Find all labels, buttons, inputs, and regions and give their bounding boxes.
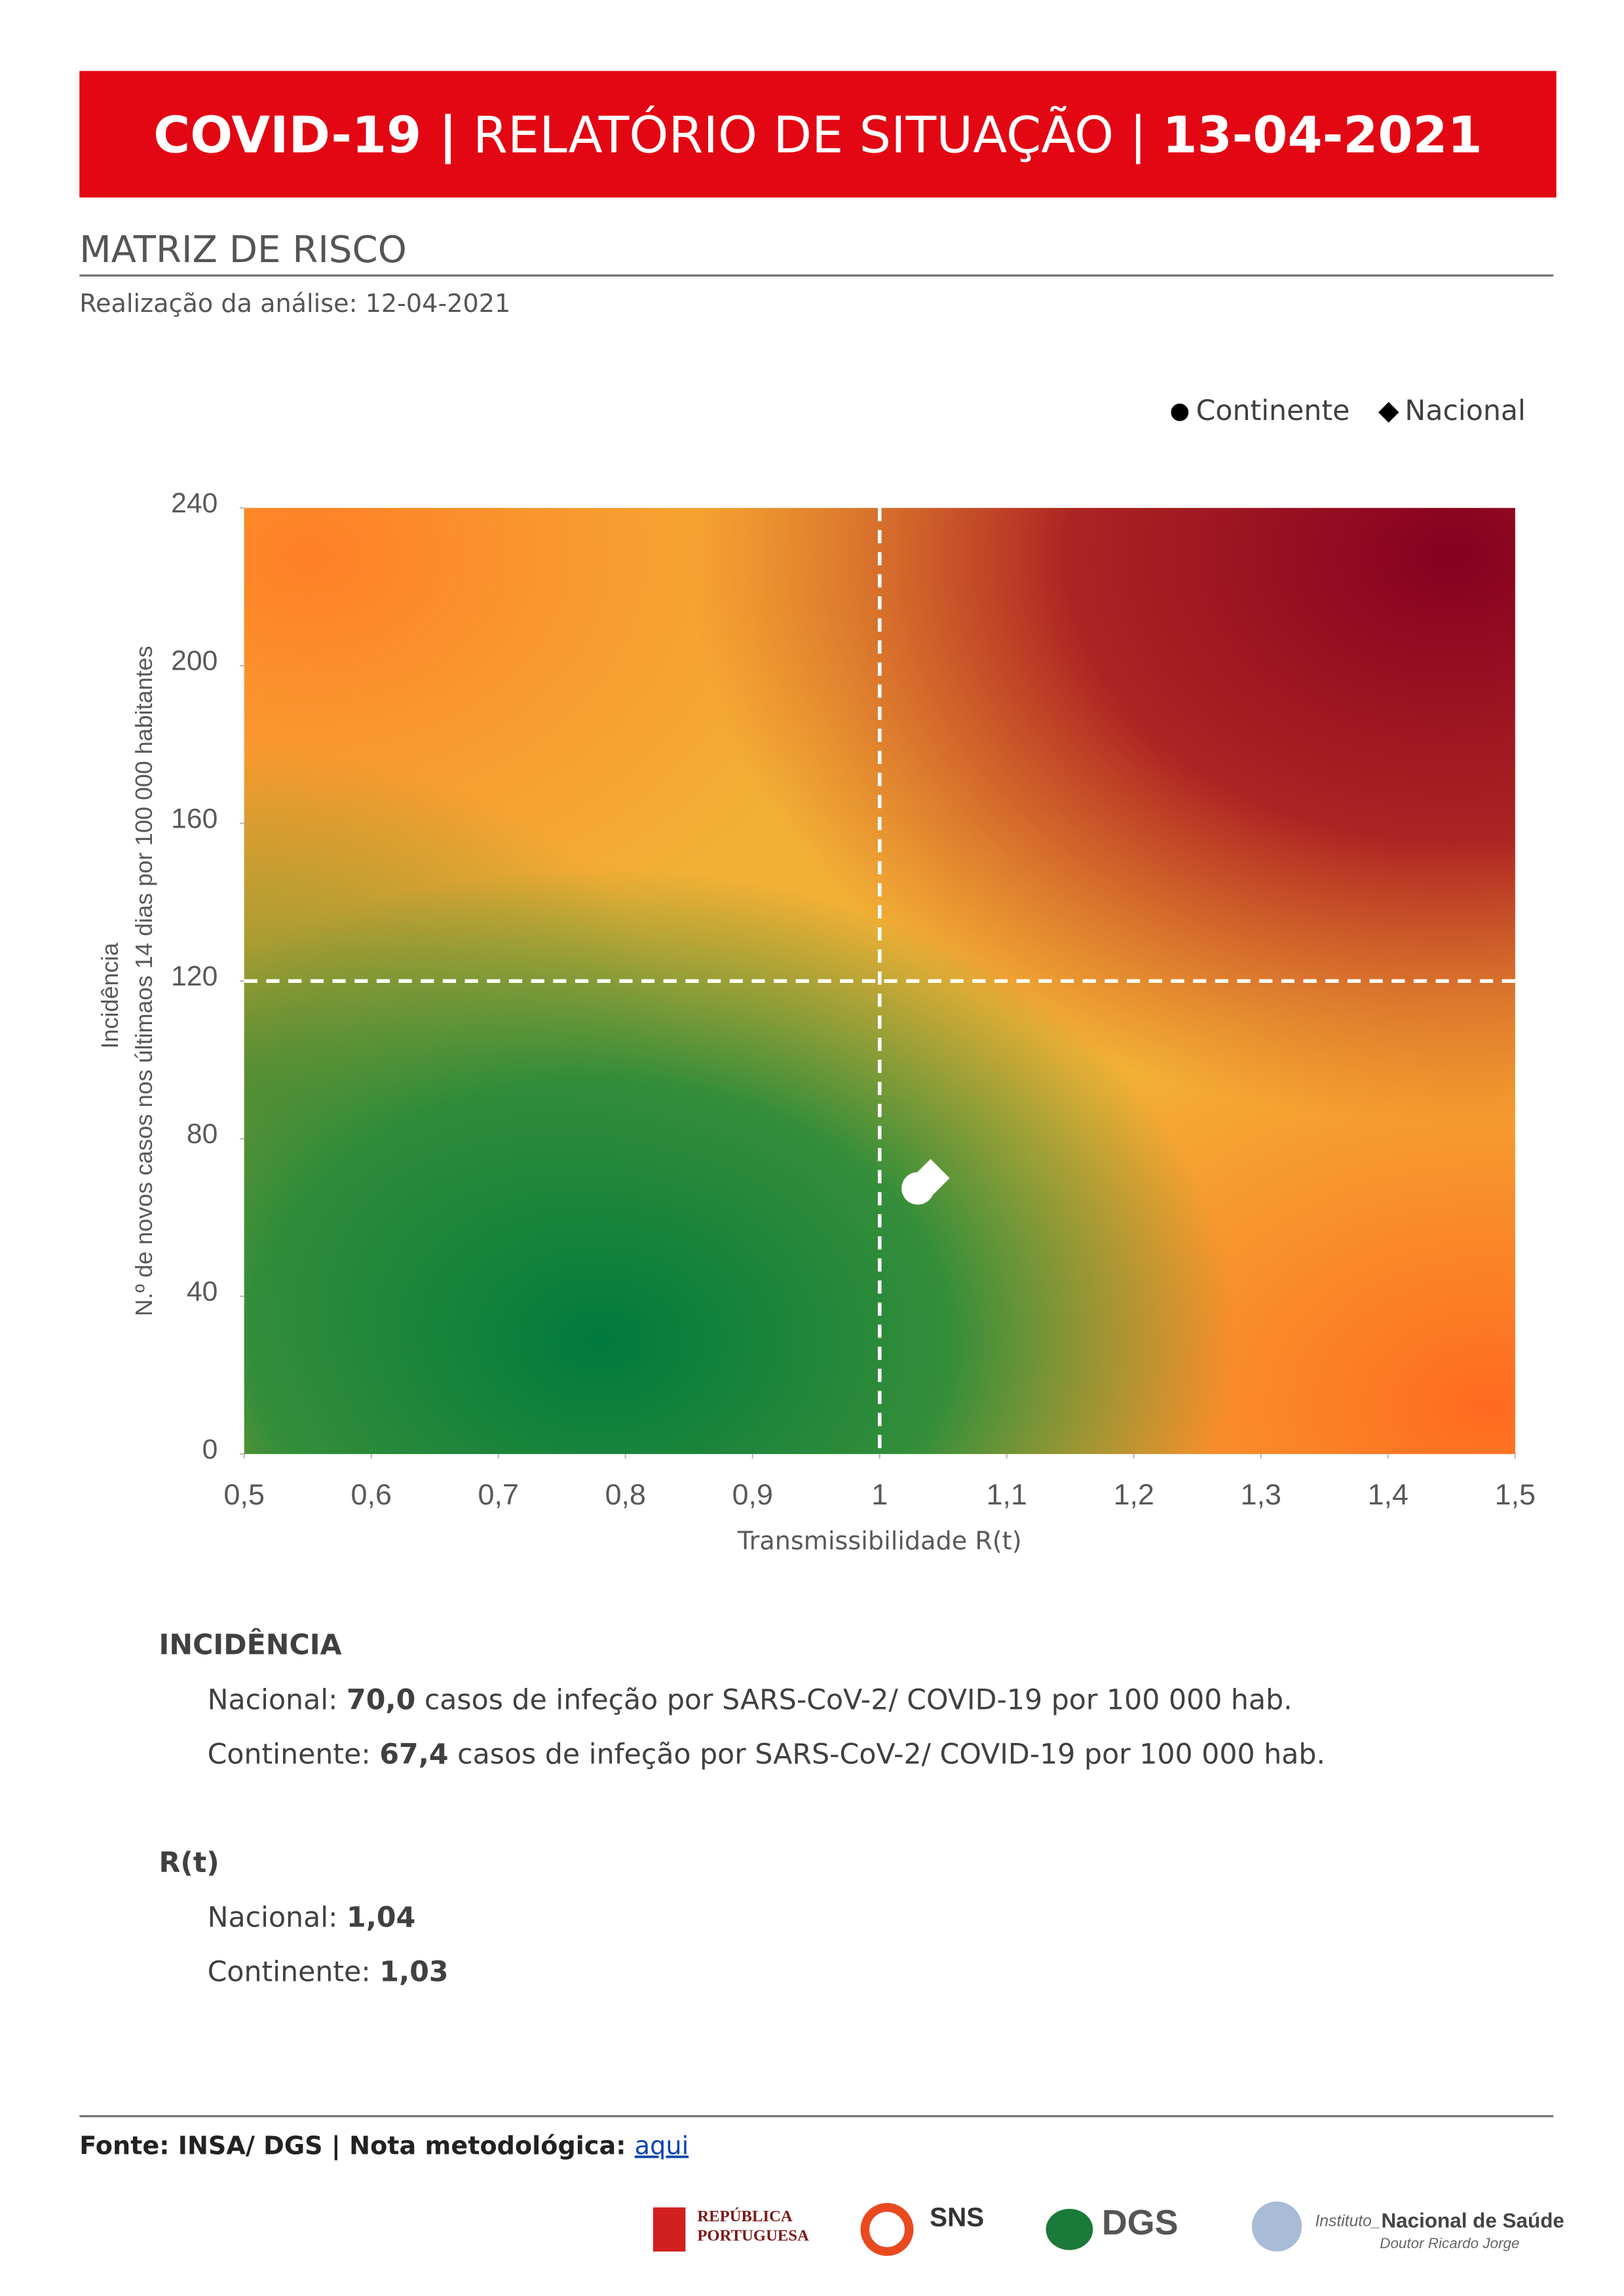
y-tick-label: 200	[171, 645, 217, 677]
data-point	[901, 1172, 934, 1205]
logo-text: DGS	[1102, 2203, 1179, 2242]
x-tick-label: 0,5	[224, 1478, 265, 1511]
section-subtitle: Realização da análise: 12-04-2021	[79, 290, 510, 318]
header-bar	[79, 71, 1557, 198]
label: casos de infeção por SARS-CoV-2/ COVID-1…	[449, 1738, 1325, 1770]
value: 1,04	[347, 1901, 415, 1934]
header-date: 13-04-2021	[1162, 107, 1482, 165]
label: casos de infeção por SARS-CoV-2/ COVID-1…	[415, 1683, 1292, 1716]
value: 1,03	[379, 1955, 448, 1988]
logo-text: Nacional de Saúde	[1381, 2209, 1564, 2232]
logo-shape	[1046, 2208, 1093, 2250]
chart: 0 40 80 120 160 200 240 0,5 0,6 0,7 0,8 0,9 1 1,1 1,2 1…	[96, 394, 1536, 1556]
x-tick-label: 1,1	[987, 1478, 1027, 1511]
y-tick-label: 40	[187, 1276, 217, 1307]
rt-line: Nacional: 1,04	[208, 1901, 416, 1934]
legend-marker	[1378, 402, 1399, 423]
legend-label: Nacional	[1405, 394, 1525, 427]
label: Continente:	[208, 1738, 380, 1770]
x-tick-label: 1,5	[1495, 1478, 1536, 1511]
summary: INCIDÊNCIA Nacional: 70,0 casos de infeçã…	[159, 1628, 1326, 1988]
x-axis-label: Transmissibilidade R(t)	[737, 1527, 1022, 1556]
x-tick-label: 0,6	[351, 1478, 392, 1511]
header-bold: COVID-19 |	[153, 107, 457, 165]
footer-link[interactable]: aqui	[635, 2132, 689, 2160]
header-title: COVID-19 | RELATÓRIO DE SITUAÇÃO | 13-04…	[153, 105, 1482, 165]
footer-source: Fonte: INSA/ DGS | Nota metodológica: aq…	[79, 2132, 689, 2160]
legend-marker	[1171, 403, 1189, 421]
legend-label: Continente	[1196, 394, 1350, 427]
heading: INCIDÊNCIA	[159, 1628, 342, 1662]
logo-text: PORTUGUESA	[697, 2227, 809, 2244]
logos: REPÚBLICA PORTUGUESA SNS DGS Instituto_ …	[652, 2201, 1564, 2256]
heading: R(t)	[159, 1846, 219, 1879]
value: 70,0	[347, 1683, 415, 1716]
y-tick-label: 160	[171, 803, 217, 834]
header-main: RELATÓRIO DE SITUAÇÃO |	[457, 105, 1163, 165]
footer-source-text: Fonte: INSA/ DGS | Nota metodológica:	[79, 2132, 635, 2160]
incidence-line: Nacional: 70,0 casos de infeção por SARS…	[208, 1683, 1293, 1716]
section-title: MATRIZ DE RISCO	[79, 229, 407, 271]
logo-shape	[652, 2207, 686, 2252]
y-tick-label: 240	[171, 488, 217, 519]
x-tick-label: 1,2	[1114, 1478, 1154, 1511]
y-tick-label: 0	[202, 1434, 218, 1465]
logo-text: Doutor Ricardo Jorge	[1380, 2235, 1519, 2251]
rt-line: Continente: 1,03	[208, 1955, 449, 1988]
logo-shape	[860, 2203, 914, 2256]
y-tick-label: 120	[171, 961, 217, 992]
x-tick-label: 1,3	[1241, 1478, 1281, 1511]
y-axis-label: N.º de novos casos nos últimaos 14 dias …	[130, 646, 157, 1316]
x-tick-label: 0,7	[478, 1478, 519, 1511]
x-tick-label: 1,4	[1368, 1478, 1408, 1511]
label: Continente:	[208, 1955, 380, 1988]
incidence-line: Continente: 67,4 casos de infeção por SA…	[208, 1738, 1325, 1770]
value: 67,4	[379, 1738, 448, 1770]
label: Nacional:	[208, 1901, 347, 1934]
logo-text: Instituto_	[1315, 2213, 1380, 2230]
x-tick-label: 0,9	[732, 1478, 773, 1511]
x-tick-label: 1	[871, 1478, 888, 1511]
logo-shape	[1251, 2201, 1302, 2252]
y-axis-label: Incidência	[96, 943, 123, 1049]
y-tick-label: 80	[187, 1119, 217, 1150]
logo-text: REPÚBLICA	[697, 2207, 793, 2225]
logo-text: SNS	[930, 2202, 984, 2232]
x-tick-label: 0,8	[605, 1478, 646, 1511]
label: Nacional:	[208, 1683, 347, 1716]
